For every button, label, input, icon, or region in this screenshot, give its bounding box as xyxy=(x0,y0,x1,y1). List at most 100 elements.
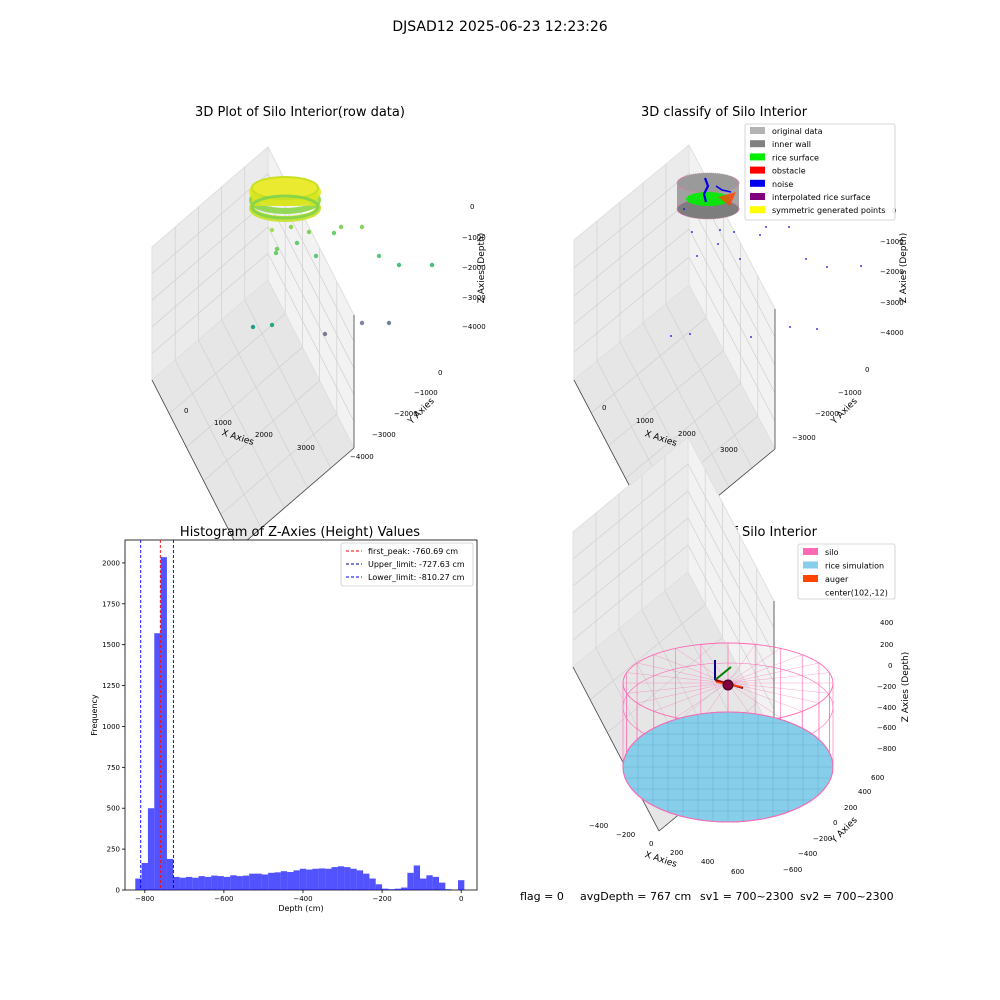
histogram-bar xyxy=(173,876,180,890)
legend-label: inner wall xyxy=(772,140,811,149)
silo-wire xyxy=(637,662,729,684)
y-tick-label: −1000 xyxy=(838,389,862,397)
y-tick-label: 0 xyxy=(438,369,442,377)
grid-line xyxy=(573,256,690,353)
histogram-bar xyxy=(217,876,224,890)
y-tick-label: 1000 xyxy=(102,723,120,731)
histogram-bar xyxy=(261,874,269,890)
scatter-point xyxy=(429,262,435,268)
histogram-bar xyxy=(255,873,262,890)
legend-label: noise xyxy=(772,180,793,189)
grid-line xyxy=(687,517,775,683)
noise-point xyxy=(696,255,698,257)
histogram-bar xyxy=(407,872,414,890)
silo-wire xyxy=(727,648,781,684)
scatter-point xyxy=(294,240,300,246)
grid-line xyxy=(244,299,332,469)
noise-point xyxy=(765,226,767,228)
x-tick-label: 200 xyxy=(670,849,683,857)
y-tick-label: 750 xyxy=(107,764,120,772)
grid-line xyxy=(151,199,269,301)
histogram-bar xyxy=(204,876,212,890)
z-tick-label: −2000 xyxy=(880,268,904,276)
z-tick-label: −4000 xyxy=(880,329,904,337)
scatter-point xyxy=(288,224,294,230)
y-axis-label: Frequency xyxy=(90,694,99,736)
histogram-bar xyxy=(268,872,275,890)
z-tick-label: −3000 xyxy=(462,294,486,302)
x-tick-label: 600 xyxy=(731,868,744,876)
scatter-point xyxy=(331,230,337,236)
x-tick-label: −800 xyxy=(135,895,154,903)
plot-area xyxy=(124,539,478,891)
legend-swatch xyxy=(803,575,818,582)
noise-point xyxy=(739,258,741,260)
noise-point xyxy=(689,333,691,335)
legend-swatch xyxy=(750,127,765,134)
histogram-bar xyxy=(198,876,205,890)
grid-line xyxy=(687,490,775,656)
noise-point xyxy=(788,226,790,228)
legend-items: silo rice simulation auger center(102,-12) xyxy=(803,548,888,598)
suptitle: DJSAD12 2025-06-23 12:23:26 xyxy=(392,19,607,35)
z-tick-label: −400 xyxy=(877,704,896,712)
histogram-bar xyxy=(401,887,408,890)
noise-point xyxy=(670,335,672,337)
noise-cluster xyxy=(702,177,710,203)
y-axis-line xyxy=(237,447,355,549)
panel-1-x-ticks: 0 1000 2000 3000 xyxy=(184,407,315,452)
silo-bottom-rim xyxy=(622,711,834,823)
y-tick-label: −2000 xyxy=(815,410,839,418)
y-tick-label: −200 xyxy=(813,835,832,843)
histogram-bar xyxy=(135,878,142,890)
histogram-bar xyxy=(230,875,237,890)
grid-line xyxy=(221,319,308,489)
legend-label: center(102,-12) xyxy=(825,589,888,598)
silo-wire xyxy=(727,662,819,684)
y-tick-label: 0 xyxy=(116,887,120,895)
noise-point xyxy=(733,231,735,233)
histogram-bar xyxy=(141,863,148,890)
y-tick-label: −4000 xyxy=(350,453,374,461)
y-tick-label: 1750 xyxy=(102,600,120,608)
histogram-bar xyxy=(179,877,186,890)
grid-line xyxy=(688,256,776,422)
panel-2-legend: original data inner wall rice surface obsta… xyxy=(744,123,896,221)
histogram-bar xyxy=(363,873,370,890)
grid-line xyxy=(168,313,286,414)
silo-wire xyxy=(727,654,803,684)
noise-point xyxy=(805,258,807,260)
x-tick-label: 0 xyxy=(602,404,606,412)
histogram-bar xyxy=(211,875,218,890)
panel-4-marks xyxy=(622,642,834,823)
grid-line xyxy=(687,463,775,629)
histogram-bar xyxy=(287,872,294,890)
flag-text: flag = 0 xyxy=(520,890,564,903)
histogram-bar xyxy=(413,865,421,890)
grid-line xyxy=(589,604,706,701)
legend-label: obstacle xyxy=(772,167,806,176)
panel-raw-scatter-3d: 3D Plot of Silo Interior(row data) 0 100… xyxy=(151,105,487,549)
grid-line xyxy=(573,200,690,297)
panel-2-z-label: Z Axies (Depth) xyxy=(899,233,909,304)
z-tick-label: −200 xyxy=(877,683,896,691)
histogram-bar xyxy=(147,808,155,890)
scatter-point xyxy=(396,262,402,268)
histogram-bar xyxy=(375,884,383,890)
noise-point xyxy=(691,231,693,233)
grid-line xyxy=(572,517,689,614)
histogram-bar xyxy=(192,877,199,890)
x-tick-label: 400 xyxy=(701,858,714,866)
z-tick-label: −1000 xyxy=(462,234,486,242)
y-tick-label: −3000 xyxy=(372,431,396,439)
z-tick-label: −800 xyxy=(877,745,896,753)
histogram-bar xyxy=(445,889,452,890)
histogram-bar xyxy=(426,875,433,890)
z-tick-label: −600 xyxy=(877,724,896,732)
histogram-bar xyxy=(185,876,193,890)
histogram-bar xyxy=(242,875,250,890)
x-tick-label: 0 xyxy=(459,895,463,903)
noise-point xyxy=(683,208,685,210)
legend-swatch xyxy=(750,193,765,200)
